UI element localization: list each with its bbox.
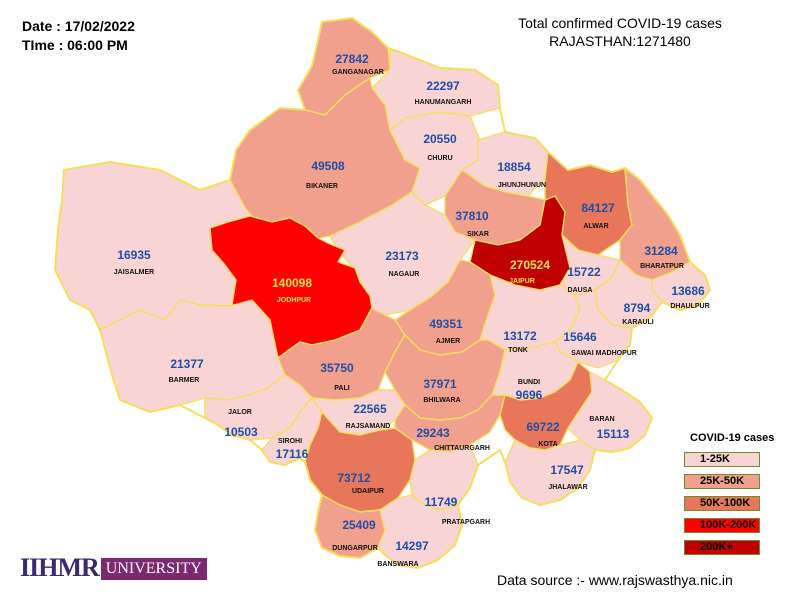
district-cases-bhilwara: 37971 — [423, 377, 457, 391]
district-cases-jhunjhunun: 18854 — [497, 160, 531, 174]
district-cases-jaipur: 270524 — [510, 258, 550, 272]
district-name-karauli: KARAULI — [622, 319, 654, 326]
legend-label: 100K-200K — [700, 519, 757, 531]
legend-title: COVID-19 cases — [690, 432, 775, 444]
district-name-alwar: ALWAR — [583, 223, 608, 230]
district-name-jhalawar: JHALAWAR — [548, 484, 587, 491]
legend-label: 50K-100K — [700, 497, 751, 509]
district-cases-udaipur: 73712 — [337, 471, 371, 485]
district-name-jhunjhunun: JHUNJHUNUN — [498, 182, 546, 189]
district-cases-sikar: 37810 — [455, 209, 489, 223]
title-line-1: Total confirmed COVID-19 cases — [518, 15, 722, 31]
legend-item: 1-25K — [684, 448, 800, 470]
district-name-pratapgarh: PRATAPGARH — [442, 519, 490, 526]
district-cases-jaisalmer: 16935 — [117, 248, 151, 262]
district-cases-dungarpur: 25409 — [342, 518, 376, 532]
district-name-dhaulpur: DHAULPUR — [670, 303, 709, 310]
iihmr-university-logo: IIHMR UNIVERSITY — [20, 553, 207, 583]
district-name-sirohi: SIROHI — [278, 438, 302, 445]
district-cases-bikaner: 49508 — [311, 159, 345, 173]
district-cases-kota: 69722 — [526, 420, 560, 434]
legend-item: 100K-200K — [684, 514, 800, 536]
district-cases-banswara: 14297 — [395, 539, 429, 553]
district-name-barmer: BARMER — [169, 377, 200, 384]
district-name-jaisalmer: JAISALMER — [114, 269, 154, 276]
legend-item: 25K-50K — [684, 470, 800, 492]
district-name-churu: CHURU — [427, 155, 452, 162]
district-cases-jodhpur: 140098 — [272, 276, 312, 290]
district-name-dungarpur: DUNGARPUR — [332, 545, 378, 552]
legend: COVID-19 cases 1-25K 25K-50K 50K-100K 100K-… — [684, 432, 800, 558]
district-name-bikaner: BIKANER — [306, 183, 338, 190]
district-cases-churu: 20550 — [423, 132, 457, 146]
date-label: Date : 17/02/2022 — [22, 18, 135, 34]
district-name-bhilwara: BHILWARA — [423, 397, 460, 404]
district-cases-barmer: 21377 — [170, 357, 204, 371]
district-cases-jhalawar: 17547 — [550, 463, 584, 477]
district-cases-baran: 15113 — [597, 427, 630, 441]
district-name-nagaur: NAGAUR — [389, 271, 420, 278]
district-name-hanumangarh: HANUMANGARH — [415, 99, 472, 106]
district-cases-dhaulpur: 13686 — [671, 284, 705, 298]
district-cases-sawai-madhopur: 15646 — [563, 330, 597, 344]
district-name-kota: KOTA — [538, 441, 557, 448]
legend-label: 25K-50K — [700, 475, 745, 487]
legend-item: 200K+ — [684, 536, 800, 558]
title-line-2: RAJASTHAN:1271480 — [549, 33, 691, 49]
district-name-ganganagar: GANGANAGAR — [332, 69, 384, 76]
district-name-jalor: JALOR — [228, 409, 252, 416]
legend-swatch: 100K-200K — [684, 517, 760, 533]
district-name-sawai-madhopur: SAWAI MADHOPUR — [571, 350, 637, 357]
district-cases-ajmer: 49351 — [429, 317, 463, 331]
district-cases-chittaurgarh: 29243 — [416, 426, 450, 440]
legend-swatch: 1-25K — [684, 451, 760, 467]
legend-label: 1-25K — [700, 453, 730, 465]
district-cases-nagaur: 23173 — [385, 249, 419, 263]
district-cases-bharatpur: 31284 — [644, 244, 678, 258]
district-name-udaipur: UDAIPUR — [352, 488, 384, 495]
district-cases-rajsamand: 22565 — [353, 402, 387, 416]
legend-label: 200K+ — [700, 541, 733, 553]
legend-swatch: 50K-100K — [684, 495, 760, 511]
district-name-pali: PALI — [334, 385, 349, 392]
district-cases-dausa: 15722 — [567, 265, 601, 279]
district-cases-bundi: 9696 — [516, 388, 543, 402]
district-name-ajmer: AJMER — [436, 338, 461, 345]
district-cases-sirohi: 17116 — [276, 447, 309, 461]
district-name-dausa: DAUSA — [568, 287, 593, 294]
district-cases-pratapgarh: 11749 — [425, 495, 458, 509]
district-name-bundi: BUNDI — [518, 379, 540, 386]
district-name-sikar: SIKAR — [467, 231, 489, 238]
district-sawai-madhopur — [554, 289, 633, 369]
time-label: TIme : 06:00 PM — [22, 37, 128, 53]
district-cases-alwar: 84127 — [581, 201, 615, 215]
district-name-tonk: TONK — [508, 347, 528, 354]
district-sirohi — [261, 397, 323, 466]
state-outline — [54, 17, 711, 569]
legend-swatch: 25K-50K — [684, 473, 760, 489]
district-name-bharatpur: BHARATPUR — [640, 263, 684, 270]
district-name-rajsamand: RAJSAMAND — [346, 423, 391, 430]
district-cases-pali: 35750 — [320, 361, 354, 375]
data-source: Data source :- www.rajswasthya.nic.in — [497, 572, 733, 588]
legend-item: 50K-100K — [684, 492, 800, 514]
district-name-jaipur: JAIPUR — [509, 278, 535, 285]
district-cases-tonk: 13172 — [503, 329, 537, 343]
district-cases-karauli: 8794 — [624, 301, 651, 315]
logo-mark: IIHMR — [20, 553, 100, 582]
district-name-baran: BARAN — [589, 416, 614, 423]
district-name-chittaurgarh: CHITTAURGARH — [434, 445, 490, 452]
district-cases-hanumangarh: 22297 — [426, 79, 460, 93]
district-cases-jalor: 10503 — [224, 425, 258, 439]
legend-swatch: 200K+ — [684, 539, 760, 555]
district-name-banswara: BANSWARA — [377, 561, 418, 568]
district-cases-ganganagar: 27842 — [335, 52, 369, 66]
logo-wordmark: UNIVERSITY — [100, 558, 207, 580]
district-name-jodhpur: JODHPUR — [277, 297, 311, 304]
map-title: Total confirmed COVID-19 cases RAJASTHAN… — [490, 14, 750, 50]
